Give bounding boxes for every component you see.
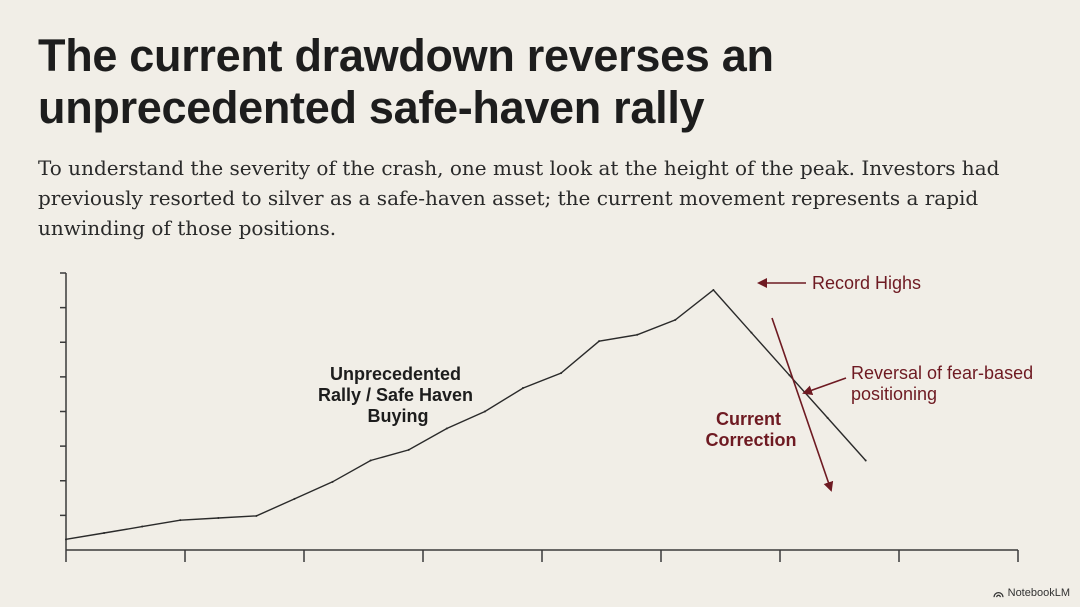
brand-label: NotebookLM (1007, 587, 1070, 599)
record-highs-label: Record Highs (812, 273, 921, 293)
price-series-line (65, 289, 867, 540)
price-point (636, 333, 639, 336)
x-axis-ticks (65, 550, 1019, 562)
price-point (750, 331, 753, 334)
reversal-annotation: Reversal of fear-based positioning (851, 363, 1038, 404)
rally-line-1: Unprecedented (330, 364, 461, 384)
price-point (255, 514, 258, 517)
price-point (407, 448, 410, 451)
price-point (560, 372, 563, 375)
price-point (217, 517, 220, 520)
correction-line-2: Correction (705, 430, 796, 450)
rally-line-3: Buying (368, 406, 429, 426)
correction-annotation: Current Correction (705, 409, 796, 450)
price-point (712, 289, 715, 292)
price-point (674, 318, 677, 321)
reversal-pointer-arrow (802, 377, 847, 396)
price-point (331, 480, 334, 483)
reversal-line-2: positioning (851, 384, 937, 404)
price-point (369, 459, 372, 462)
price-point (179, 519, 182, 522)
price-point (65, 538, 67, 541)
rally-annotation: Unprecedented Rally / Safe Haven Buying (318, 364, 478, 426)
reversal-line-1: Reversal of fear-based (851, 363, 1033, 383)
price-point (141, 525, 144, 528)
notebooklm-logo-icon (992, 591, 1004, 597)
price-point (483, 410, 486, 413)
price-point (788, 374, 791, 377)
price-point (826, 416, 829, 419)
price-point (445, 427, 448, 430)
page-title: The current drawdown reverses an unprece… (38, 30, 774, 133)
page-subtitle: To understand the severity of the crash,… (38, 156, 1000, 240)
price-point (293, 497, 296, 500)
correction-line-1: Current (716, 409, 781, 429)
price-point (521, 387, 524, 390)
price-point (103, 531, 106, 534)
brand-badge: NotebookLM (992, 587, 1070, 599)
y-axis-ticks (60, 272, 66, 517)
price-point (598, 340, 601, 343)
rally-line-2: Rally / Safe Haven (318, 385, 473, 405)
price-point (864, 459, 867, 462)
correction-arrow (771, 317, 834, 492)
price-points (65, 289, 867, 541)
